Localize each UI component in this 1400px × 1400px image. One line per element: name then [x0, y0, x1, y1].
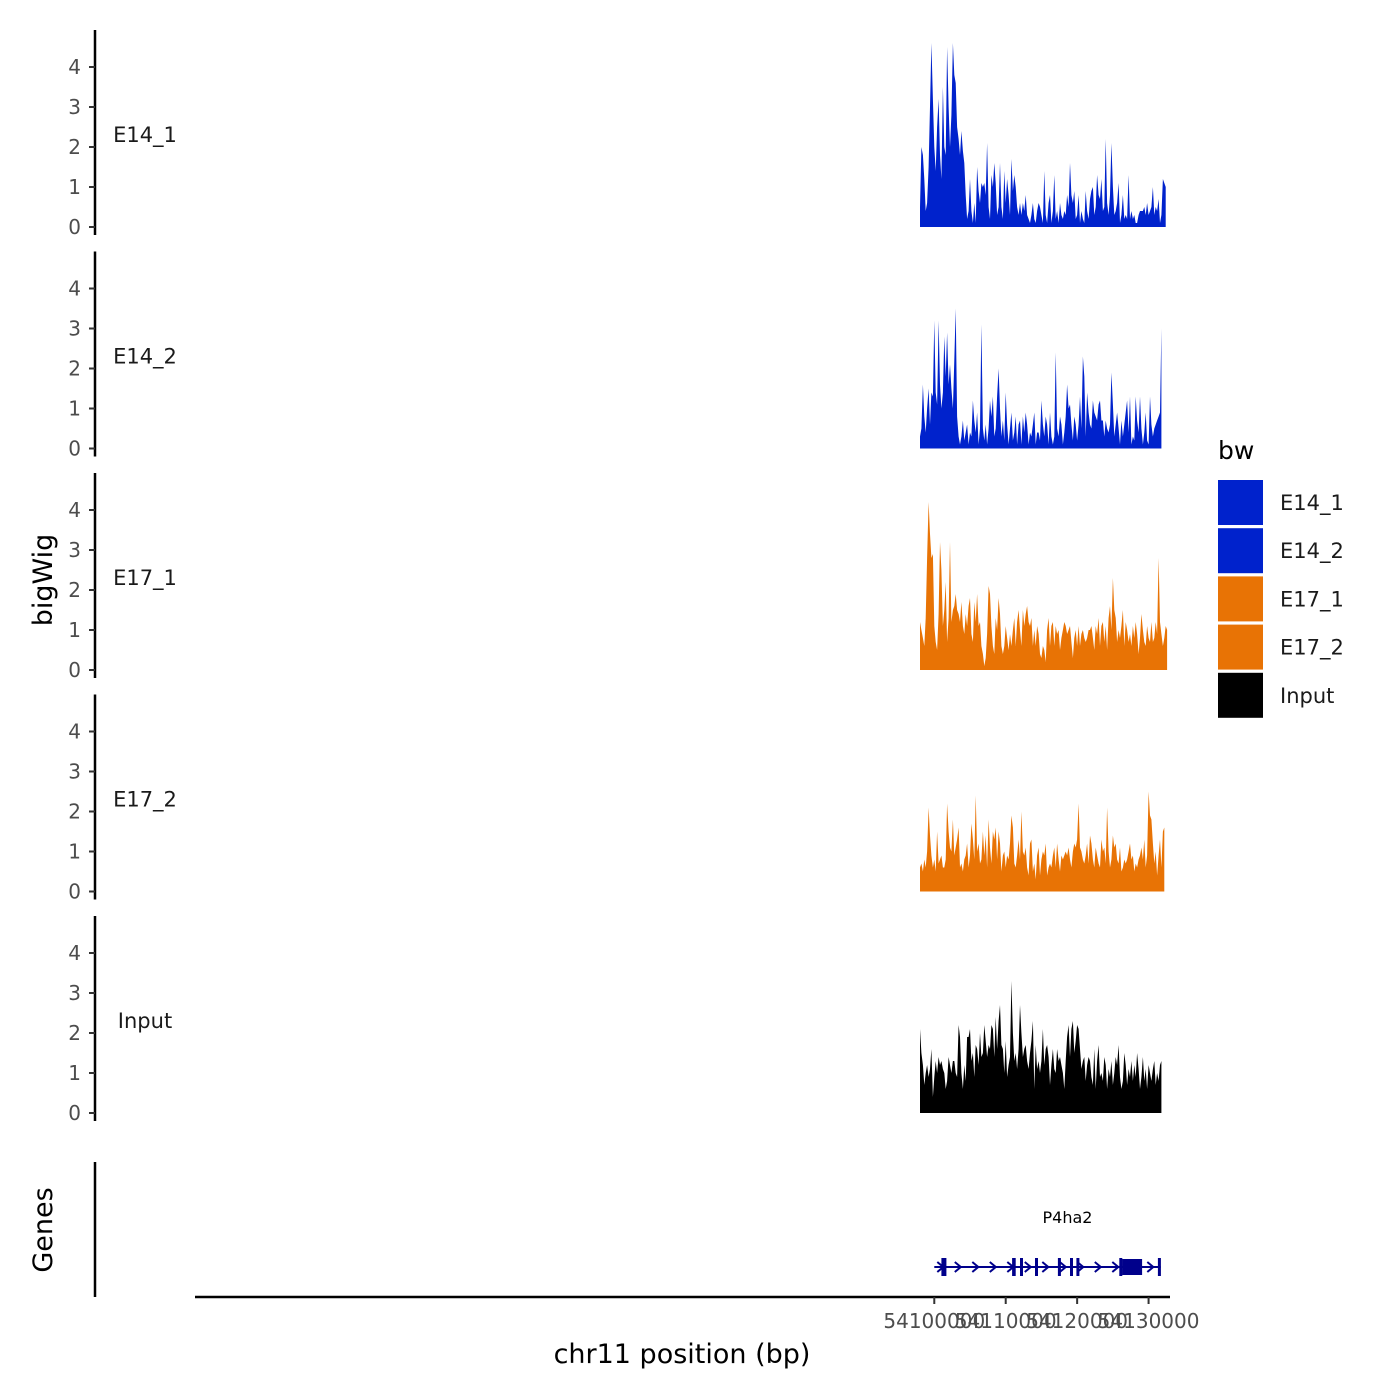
y-tick-label: 2: [68, 357, 81, 381]
x-tick-label: 54100000: [883, 1309, 985, 1333]
gene-exon: [1012, 1258, 1016, 1276]
y-tick-label: 4: [68, 498, 81, 522]
gene-exon: [1057, 1258, 1061, 1276]
y-tick-label: 3: [68, 317, 81, 341]
strand-arrow-icon: [954, 1261, 963, 1273]
y-tick-label: 1: [68, 1061, 81, 1085]
legend-swatch: [1218, 528, 1263, 574]
y-tick-label: 0: [68, 437, 81, 461]
y-tick-label: 1: [68, 397, 81, 421]
track-label: E17_2: [113, 788, 177, 813]
x-axis-title: chr11 position (bp): [554, 1339, 811, 1370]
genes-axis-title: Genes: [28, 1187, 59, 1272]
area-E14_2: [920, 308, 1162, 449]
area-Input: [920, 981, 1162, 1113]
gene-exon: [1070, 1258, 1073, 1276]
gene-utr-block: [1122, 1259, 1143, 1275]
y-tick-label: 2: [68, 800, 81, 824]
strand-arrow-icon: [1059, 1261, 1068, 1273]
legend-label: E14_2: [1280, 539, 1344, 564]
area-E14_1: [920, 43, 1166, 227]
gene-exon: [1020, 1258, 1023, 1276]
legend-swatch: [1218, 672, 1263, 718]
track-label: E14_1: [113, 123, 177, 148]
y-tick-label: 2: [68, 578, 81, 602]
y-tick-label: 3: [68, 95, 81, 119]
gene-exon: [941, 1258, 947, 1276]
track-label: E14_2: [113, 345, 177, 370]
y-tick-label: 1: [68, 175, 81, 199]
strand-arrow-icon: [1024, 1261, 1033, 1273]
y-tick-label: 3: [68, 981, 81, 1005]
track-Input: 0 1 2 3 4 Input: [68, 916, 1162, 1125]
legend-swatch: [1218, 480, 1263, 525]
y-tick-label: 1: [68, 840, 81, 864]
gene-label: P4ha2: [1043, 1208, 1093, 1227]
genes-panel: Genes P4ha2: [28, 1162, 1161, 1297]
legend-label: E17_2: [1280, 636, 1344, 661]
y-tick-label: 0: [68, 658, 81, 682]
y-tick-label: 3: [68, 538, 81, 562]
y-tick-label: 3: [68, 760, 81, 784]
gene-exon: [1035, 1258, 1038, 1276]
gene-exon: [1076, 1258, 1080, 1276]
strand-arrow-icon: [1094, 1261, 1103, 1273]
y-tick-label: 1: [68, 618, 81, 642]
y-tick-label: 4: [68, 941, 81, 965]
track-E14_1: 0 1 2 3 4 E14_1: [68, 30, 1166, 239]
strand-arrow-icon: [971, 1261, 980, 1273]
area-E17_1: [920, 502, 1168, 670]
y-tick-label: 2: [68, 135, 81, 159]
track-E17_1: 0 1 2 3 4 E17_1: [68, 473, 1168, 682]
strand-arrow-icon: [1111, 1261, 1120, 1273]
y-tick-label: 4: [68, 720, 81, 744]
gene-exon: [1119, 1258, 1123, 1276]
track-E14_2: 0 1 2 3 4 E14_2: [68, 251, 1162, 461]
legend: bw E14_1 E14_2 E17_1 E17_2 Input: [1218, 436, 1344, 718]
strand-arrow-icon: [1146, 1261, 1155, 1273]
y-tick-label: 4: [68, 277, 81, 301]
y-tick-label: 0: [68, 215, 81, 239]
track-E17_2: 0 1 2 3 4 E17_2: [68, 694, 1165, 904]
y-tick-label: 4: [68, 55, 81, 79]
x-tick-label: 54120000: [1026, 1309, 1128, 1333]
legend-title: bw: [1218, 436, 1254, 465]
legend-label: Input: [1280, 684, 1334, 708]
track-label: Input: [118, 1009, 172, 1033]
bigwig-tracks: 0 1 2 3 4 E14_1 0 1 2 3 4 E14_2 0 1 2 3 4 E17_1 0 1 2 3 4 E17_2…: [68, 30, 1168, 1125]
y-tick-label: 0: [68, 1101, 81, 1125]
legend-swatch: [1218, 576, 1263, 622]
gene-model: [934, 1258, 1161, 1276]
gene-exon: [1157, 1258, 1161, 1276]
y-tick-label: 2: [68, 1021, 81, 1045]
strand-arrow-icon: [989, 1261, 998, 1273]
strand-arrow-icon: [1041, 1261, 1050, 1273]
legend-swatch: [1218, 624, 1263, 670]
x-tick-label: 54130000: [1098, 1309, 1200, 1333]
track-label: E17_1: [113, 566, 177, 591]
area-E17_2: [920, 791, 1165, 892]
y-tick-label: 0: [68, 880, 81, 904]
legend-label: E14_1: [1280, 491, 1344, 516]
x-tick-label: 54110000: [955, 1309, 1057, 1333]
legend-label: E17_1: [1280, 587, 1344, 612]
y-axis-title: bigWig: [28, 534, 59, 627]
